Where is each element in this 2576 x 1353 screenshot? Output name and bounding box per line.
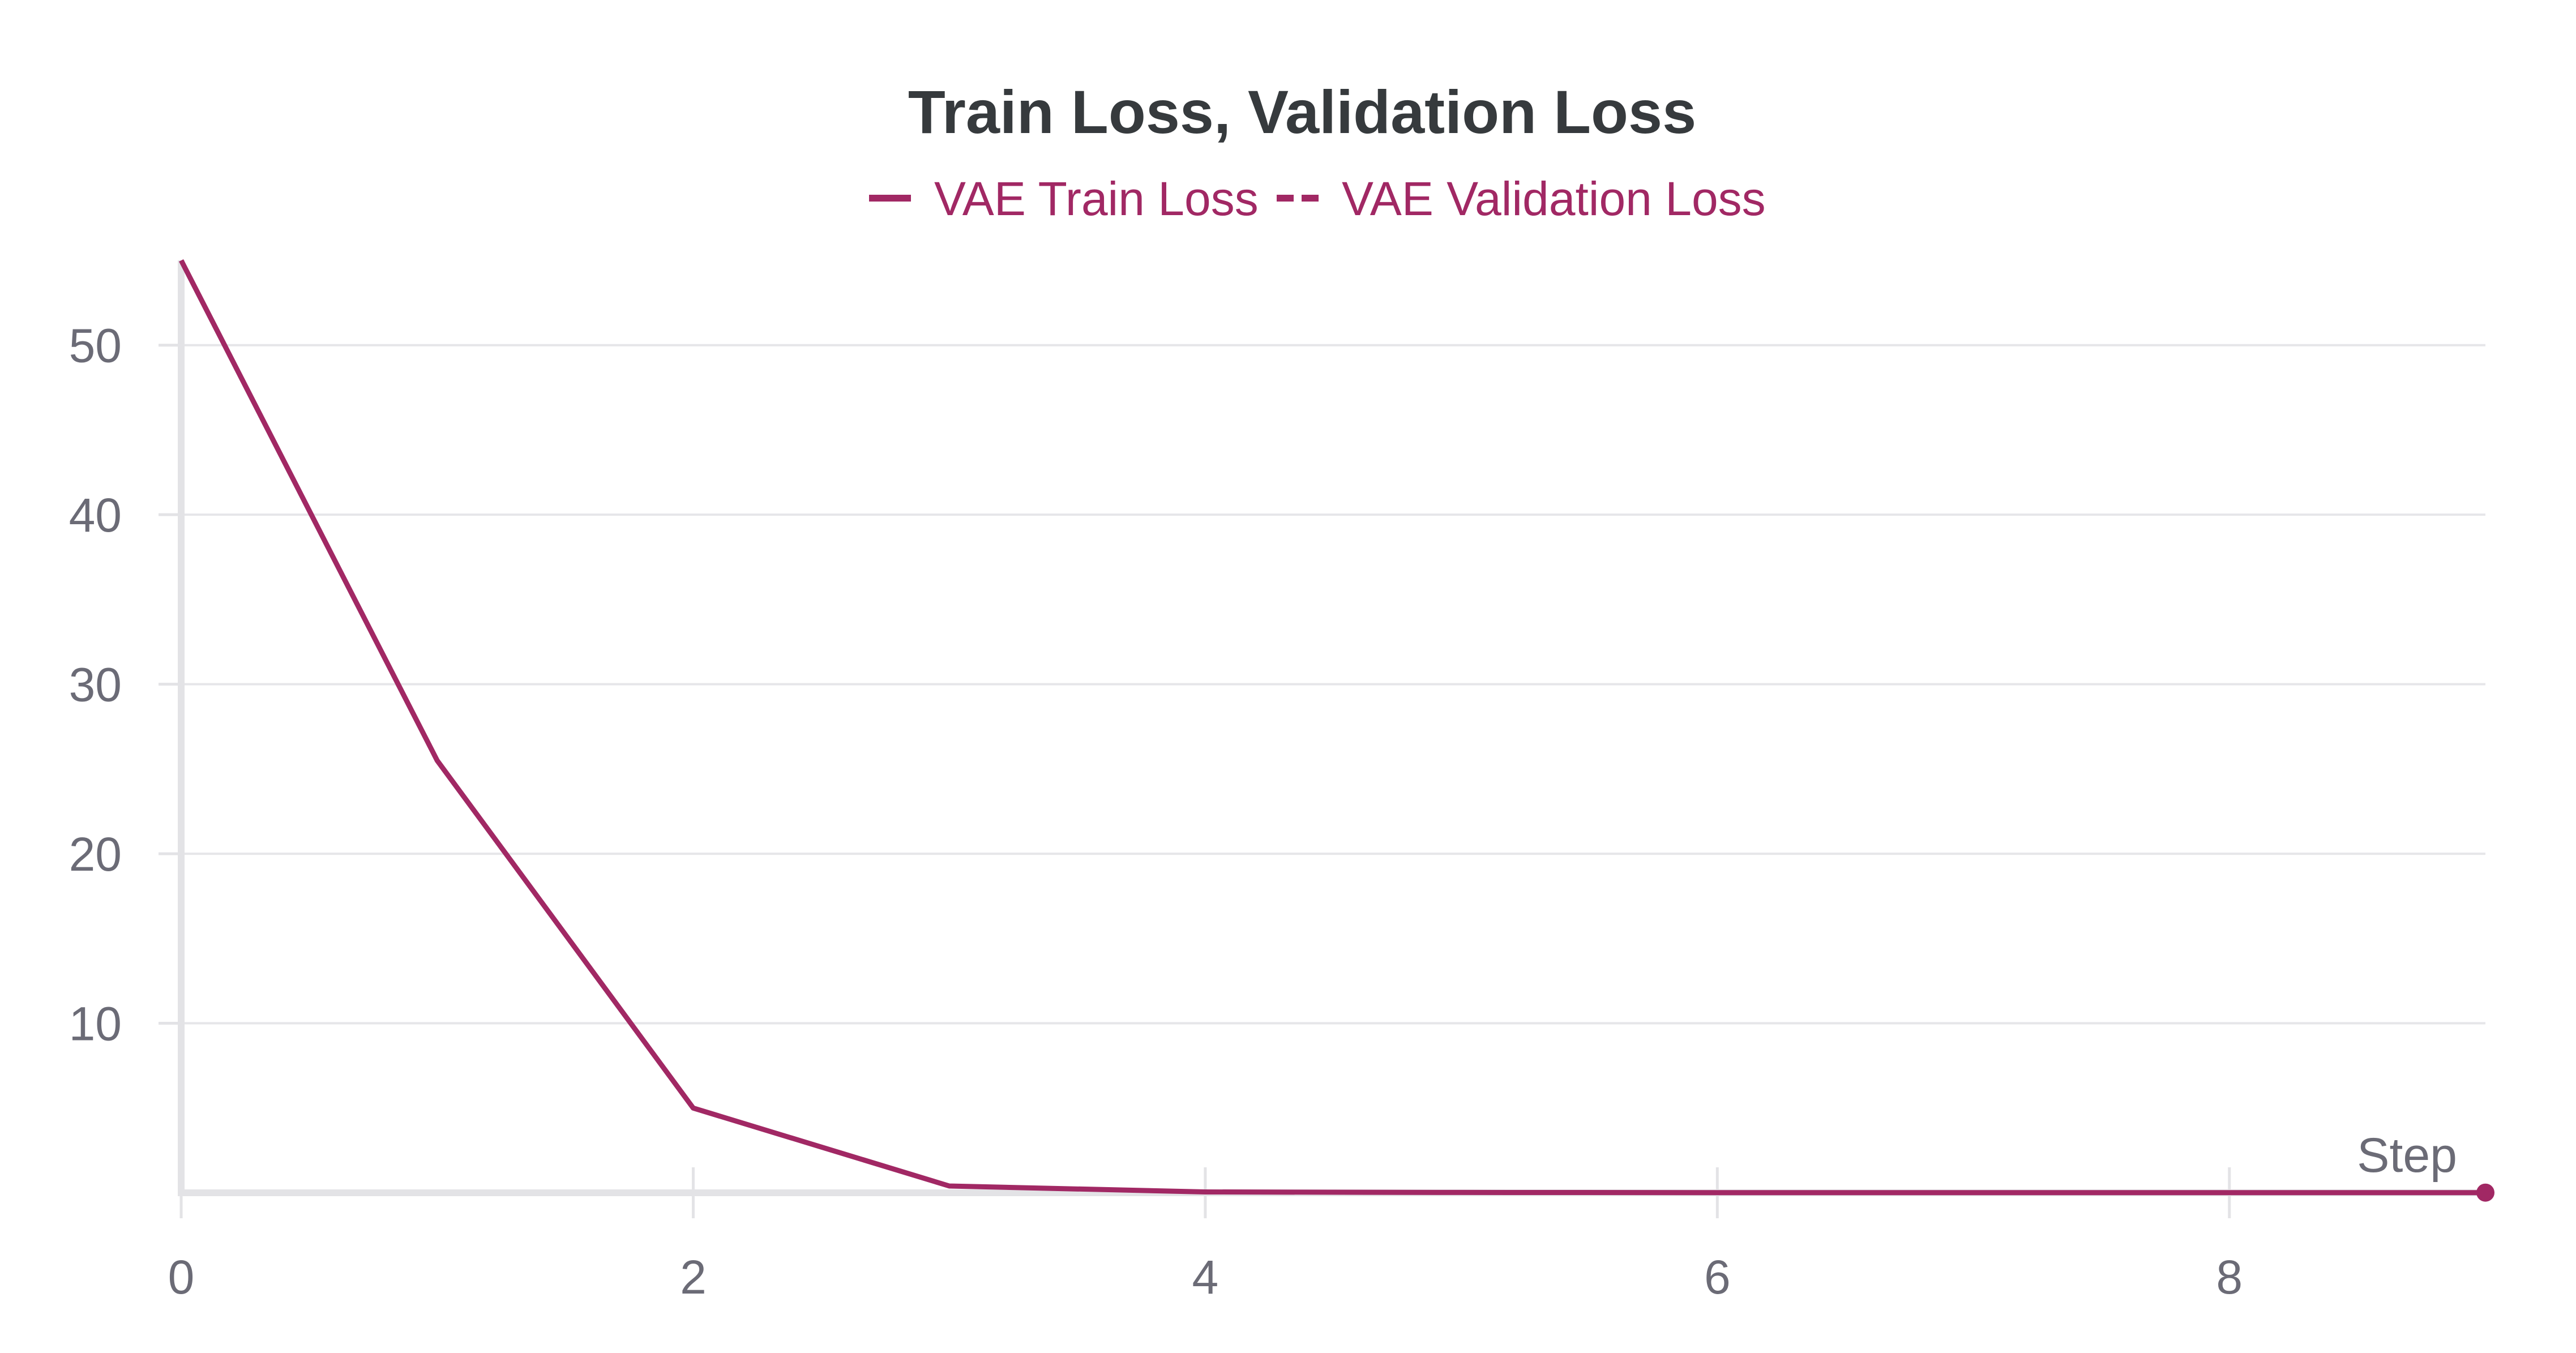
series-point-1 <box>2476 1183 2494 1202</box>
x-tick-label: 8 <box>2216 1251 2243 1304</box>
legend-label-0: VAE Train Loss <box>934 172 1259 225</box>
y-tick-label: 20 <box>69 828 122 881</box>
chart-title: Train Loss, Validation Loss <box>908 78 1696 146</box>
x-tick-label: 6 <box>1704 1251 1731 1304</box>
series-line-0 <box>178 259 2485 1196</box>
y-tick-label: 50 <box>69 319 122 372</box>
x-tick-label: 2 <box>680 1251 707 1304</box>
axes <box>178 260 2485 1196</box>
y-tick-label: 30 <box>69 658 122 712</box>
tick-labels: 10 20 30 40 50 0 2 4 6 8 <box>69 319 2243 1304</box>
x-tick-label: 0 <box>168 1251 195 1304</box>
y-tick-label: 10 <box>69 997 122 1051</box>
x-axis-title: Step <box>2357 1128 2457 1183</box>
y-tick-label: 40 <box>69 489 122 542</box>
series-lines <box>178 259 2494 1202</box>
gridlines <box>181 344 2485 1025</box>
x-tick-label: 4 <box>1192 1251 1219 1304</box>
legend-label-1: VAE Validation Loss <box>1342 172 1766 225</box>
legend: VAE Train Loss VAE Validation Loss <box>869 172 1766 225</box>
